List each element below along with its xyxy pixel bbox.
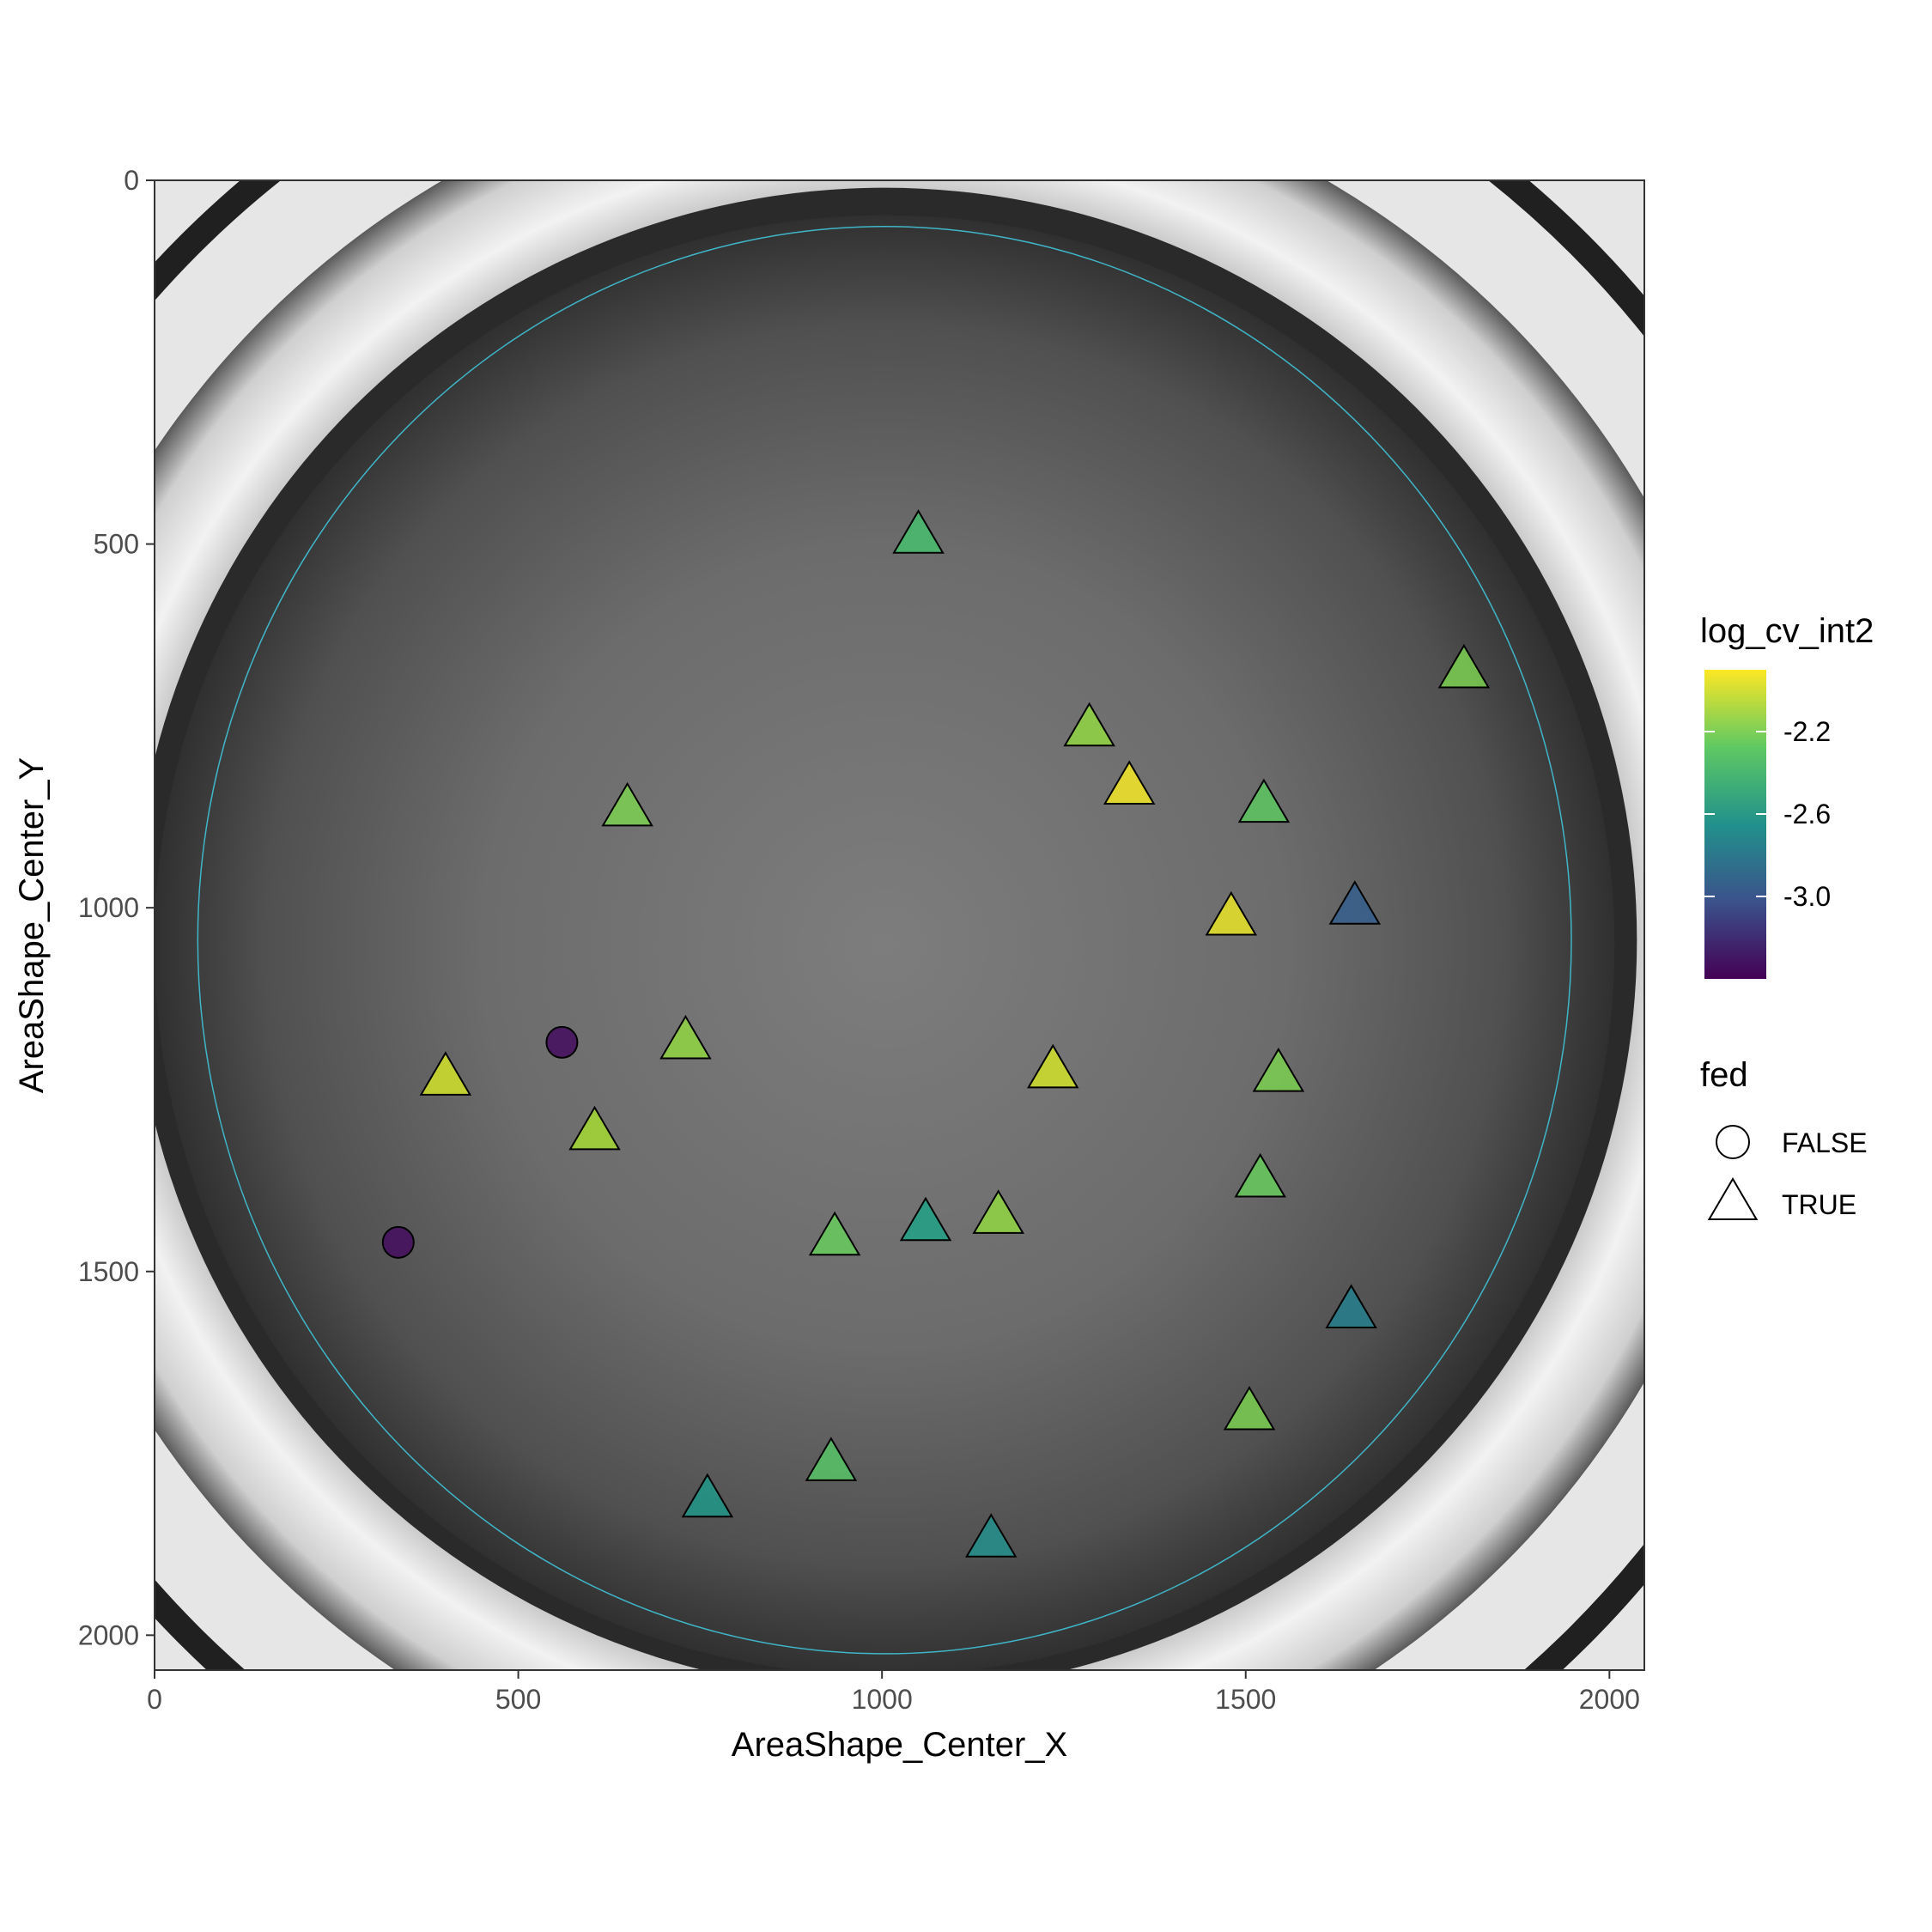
point-fed-true-22: [681, 1473, 734, 1518]
plot-panel-background: [155, 180, 1644, 1670]
point-fed-false-18: [381, 1225, 415, 1259]
y-tick-label: 1500: [78, 1256, 139, 1287]
legend-entry-label: FALSE: [1782, 1127, 1868, 1158]
point-fed-true-20: [1223, 1385, 1276, 1431]
well-floor: [155, 215, 1615, 1670]
point-fed-true-0: [892, 509, 945, 554]
point-fed-true-17: [808, 1211, 861, 1256]
x-tick-label: 500: [495, 1684, 541, 1715]
legend-triangle-icon: [1707, 1177, 1759, 1220]
data-points: [381, 509, 1491, 1558]
color-legend-bar: [1704, 670, 1766, 979]
x-tick-label: 1000: [852, 1684, 913, 1715]
point-fed-true-16: [899, 1196, 952, 1242]
point-fed-true-4: [601, 781, 653, 827]
point-fed-true-10: [419, 1051, 472, 1096]
shape-legend: fed FALSE TRUE: [1700, 1056, 1868, 1220]
point-fed-true-7: [1205, 890, 1258, 936]
x-axis: 0 500 1000 1500 2000: [147, 1670, 1640, 1715]
point-fed-true-6: [1328, 880, 1382, 925]
x-tick-label: 0: [147, 1684, 162, 1715]
point-fed-true-3: [1103, 760, 1156, 805]
plot-panel-border: [154, 179, 1645, 1671]
well-boundary-circle: [197, 226, 1572, 1655]
y-tick-label: 1000: [78, 892, 139, 923]
y-tick-label: 500: [94, 529, 139, 560]
color-legend: log_cv_int2 -3.0 -2.6 -2.2: [1700, 612, 1874, 979]
legend-entry-label: TRUE: [1782, 1189, 1856, 1220]
color-legend-ticks: -3.0 -2.6 -2.2: [1704, 716, 1831, 912]
point-fed-true-19: [1325, 1284, 1377, 1328]
point-fed-true-12: [1252, 1048, 1305, 1092]
point-fed-false-8: [545, 1025, 579, 1059]
x-axis-title: AreaShape_Center_X: [732, 1726, 1067, 1764]
x-tick-label: 1500: [1215, 1684, 1276, 1715]
point-fed-true-11: [1027, 1043, 1079, 1089]
y-axis: 0 500 1000 1500 2000: [78, 165, 155, 1650]
y-axis-title: AreaShape_Center_Y: [13, 757, 51, 1093]
y-tick-label: 0: [124, 165, 139, 196]
point-fed-true-9: [659, 1014, 712, 1060]
point-fed-true-21: [805, 1437, 858, 1481]
color-legend-title: log_cv_int2: [1700, 612, 1874, 650]
colorbar-tick-label: -2.2: [1783, 716, 1831, 747]
point-fed-true-15: [972, 1189, 1024, 1234]
point-fed-true-13: [568, 1105, 621, 1151]
colorbar-tick-label: -2.6: [1783, 799, 1831, 829]
colorbar-tick-label: -3.0: [1783, 881, 1831, 912]
y-tick-label: 2000: [78, 1619, 139, 1650]
point-fed-true-2: [1063, 702, 1115, 747]
point-fed-true-5: [1237, 778, 1291, 823]
x-tick-label: 2000: [1579, 1684, 1640, 1715]
shape-legend-entries: FALSE TRUE: [1707, 1125, 1868, 1220]
point-fed-true-1: [1437, 643, 1491, 689]
legend-circle-icon: [1716, 1125, 1750, 1159]
point-fed-true-23: [964, 1513, 1018, 1558]
shape-legend-title: fed: [1700, 1056, 1748, 1094]
point-fed-true-14: [1234, 1152, 1286, 1198]
